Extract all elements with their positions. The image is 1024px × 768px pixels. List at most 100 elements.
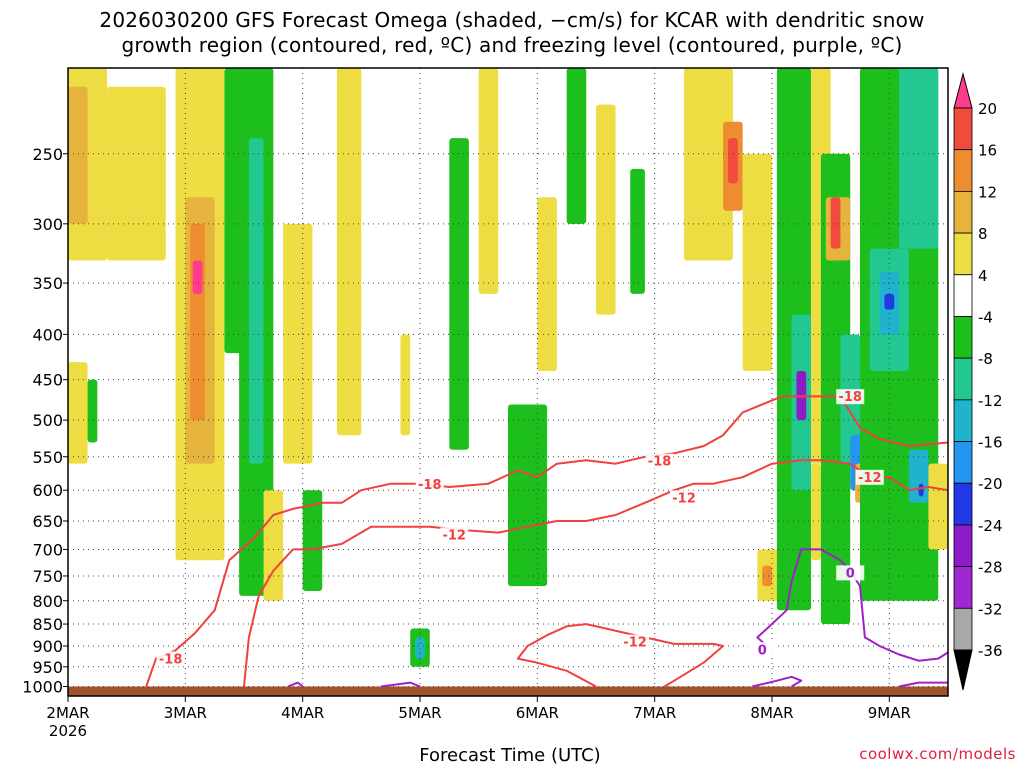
grid-lines xyxy=(68,68,948,696)
terrain-fill xyxy=(68,686,948,696)
contour-label: -12 xyxy=(623,636,647,651)
colorbar-swatch xyxy=(953,357,973,401)
y-tick-label: 300 xyxy=(32,215,63,234)
x-tick-label: 5MAR xyxy=(398,704,441,722)
terrain xyxy=(68,686,948,696)
omega-cell xyxy=(908,449,929,503)
y-tick-label: 450 xyxy=(32,371,63,390)
contour-label: -18 xyxy=(159,652,183,667)
omega-cell xyxy=(684,68,733,261)
contour-label: 0 xyxy=(758,643,767,658)
x-tick-label: 6MAR xyxy=(516,704,559,722)
omega-cell xyxy=(630,168,645,294)
x-tick-label: 9MAR xyxy=(868,704,911,722)
contour-line xyxy=(898,681,948,688)
omega-cell xyxy=(918,483,924,497)
y-axis: 250 300 350 400 450 500 550 600 650 700 750 800 850 9… xyxy=(22,145,68,697)
omega-cell xyxy=(566,68,587,224)
colorbar-swatch xyxy=(953,482,973,526)
colorbar-label: -24 xyxy=(978,517,1003,535)
omega-cell xyxy=(762,565,772,587)
colorbar-label: -32 xyxy=(978,600,1003,618)
colorbar-label: 16 xyxy=(978,142,997,160)
colorbar-label: -4 xyxy=(978,308,993,326)
contour-label: -12 xyxy=(442,528,466,543)
omega-cell xyxy=(899,68,939,249)
credit-link[interactable]: coolwx.com/models xyxy=(859,745,1016,763)
omega-cell xyxy=(190,223,205,421)
contour-label-bg xyxy=(415,477,444,493)
x-tick-label: 2MAR xyxy=(46,704,89,722)
contour-line xyxy=(380,681,421,688)
omega-cell xyxy=(107,86,166,261)
omega-cell xyxy=(263,490,284,601)
y-tick-label: 350 xyxy=(32,274,63,293)
omega-cell xyxy=(820,153,851,625)
y-tick-label: 600 xyxy=(32,481,63,500)
y-tick-label: 400 xyxy=(32,325,63,344)
colorbar-label: -8 xyxy=(978,350,993,368)
contour-label-bg xyxy=(621,634,650,650)
colorbar-label: -28 xyxy=(978,559,1003,577)
colorbar-swatch xyxy=(953,607,973,651)
x-axis-title: Forecast Time (UTC) xyxy=(419,745,601,766)
colorbar-label: -36 xyxy=(978,642,1003,660)
omega-cell xyxy=(811,463,821,561)
omega-shading xyxy=(68,68,948,667)
omega-cell xyxy=(336,68,362,436)
colorbar: 20 16 12 8 4 -4 -8 -12 -16 -20 -24 -28 -32 -36 xyxy=(953,72,1003,691)
omega-cell xyxy=(508,404,548,587)
omega-cell xyxy=(68,362,88,464)
chart-title-line1: 2026030200 GFS Forecast Omega (shaded, −… xyxy=(99,8,925,32)
y-tick-label: 550 xyxy=(32,448,63,467)
omega-cell xyxy=(283,223,313,464)
contour-label: -12 xyxy=(858,471,882,486)
contour-line xyxy=(516,623,725,688)
plot-frame xyxy=(67,67,949,697)
omega-cell xyxy=(400,334,411,436)
contour-label: -18 xyxy=(838,390,862,405)
contour-label-bg xyxy=(836,565,865,581)
omega-cell xyxy=(192,260,203,294)
y-tick-label: 700 xyxy=(32,540,63,559)
y-tick-label: 650 xyxy=(32,512,63,531)
y-tick-label: 500 xyxy=(32,411,63,430)
colorbar-label: 4 xyxy=(978,267,988,285)
omega-cell xyxy=(928,463,948,550)
x-tick-sublabel: 2026 xyxy=(49,722,87,740)
contour-label-bg xyxy=(156,651,185,667)
colorbar-top-arrow xyxy=(953,72,973,109)
y-tick-label: 250 xyxy=(32,145,63,164)
colorbar-swatch xyxy=(953,274,973,317)
colorbar-bottom-arrow xyxy=(953,649,973,691)
y-tick-label: 750 xyxy=(32,567,63,586)
omega-cell xyxy=(248,138,264,464)
contour-label: -18 xyxy=(648,455,672,470)
colorbar-label: -20 xyxy=(978,475,1003,493)
contour-line xyxy=(145,395,948,687)
x-tick-label: 3MAR xyxy=(164,704,207,722)
colorbar-label: -12 xyxy=(978,392,1003,410)
omega-cell xyxy=(87,379,98,443)
omega-cell xyxy=(302,490,323,592)
colorbar-label: -16 xyxy=(978,434,1003,452)
contour-label: 0 xyxy=(846,566,855,581)
omega-cell xyxy=(728,138,738,184)
colorbar-swatch xyxy=(953,232,973,276)
contour-label-bg xyxy=(855,469,884,485)
colorbar-swatch xyxy=(953,149,973,192)
contour-label: -12 xyxy=(672,491,696,506)
colorbar-swatch xyxy=(953,316,973,359)
contours: -18 -18 -18 -18 -12 -12 -12 -12 0 0 xyxy=(145,389,948,688)
contour-line xyxy=(243,459,948,687)
chart-title-line2: growth region (contoured, red, ºC) and f… xyxy=(121,33,903,57)
y-tick-label: 850 xyxy=(32,615,63,634)
colorbar-swatch xyxy=(953,524,973,568)
colorbar-swatch xyxy=(953,566,973,609)
omega-cell xyxy=(537,197,557,372)
contour-label-bg xyxy=(645,453,674,469)
y-tick-label: 900 xyxy=(32,637,63,656)
contour-label: -18 xyxy=(418,478,442,493)
